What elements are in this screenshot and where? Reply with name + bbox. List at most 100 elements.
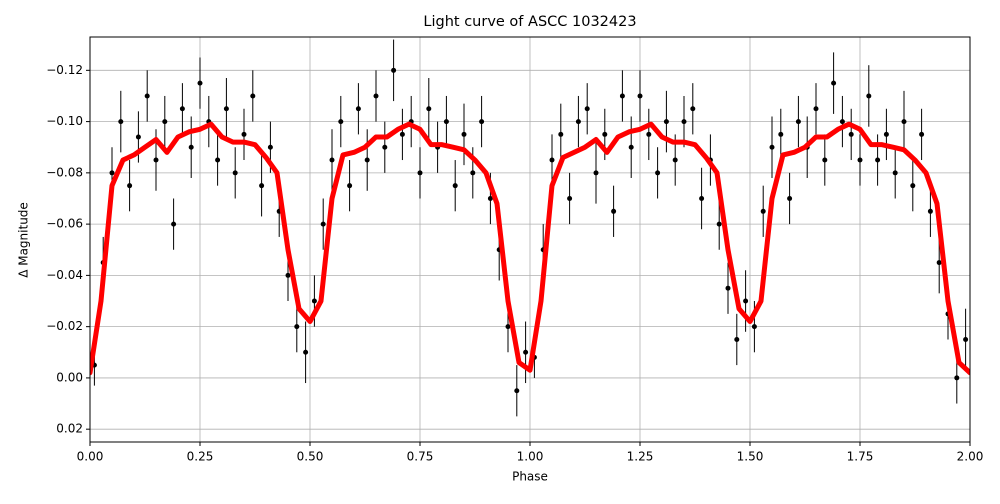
data-point	[487, 195, 493, 201]
data-point	[426, 106, 432, 112]
data-point	[470, 170, 476, 176]
data-point	[883, 131, 889, 137]
data-point	[831, 80, 837, 86]
x-tick-label: 1.75	[847, 450, 874, 464]
data-point	[109, 170, 115, 176]
y-tick-label: 0.00	[56, 370, 83, 384]
y-tick-label: −0.12	[46, 63, 83, 77]
data-point	[373, 93, 379, 99]
data-point	[760, 208, 766, 214]
x-tick-label: 0.50	[297, 450, 324, 464]
data-point	[250, 93, 256, 99]
data-point	[927, 208, 933, 214]
data-point	[355, 106, 361, 112]
data-point	[382, 144, 388, 150]
axes-frame	[89, 36, 971, 443]
curve-line	[90, 121, 970, 376]
data-point	[417, 170, 423, 176]
data-point	[135, 134, 141, 140]
data-point	[223, 106, 229, 112]
y-tick-label: −0.02	[46, 319, 83, 333]
data-point	[171, 221, 177, 227]
data-point	[602, 131, 608, 137]
data-point	[303, 349, 309, 355]
data-point	[523, 349, 529, 355]
y-axis-label: Δ Magnitude	[17, 202, 31, 278]
chart-title: Light curve of ASCC 1032423	[423, 14, 636, 30]
data-point	[338, 119, 344, 125]
data-point	[910, 183, 916, 189]
data-point	[514, 388, 520, 394]
data-point	[672, 157, 678, 163]
data-point	[848, 131, 854, 137]
data-point	[936, 260, 942, 266]
data-point	[179, 106, 185, 112]
data-point	[646, 131, 652, 137]
data-point	[118, 119, 124, 125]
data-point	[162, 119, 168, 125]
data-point	[364, 157, 370, 163]
data-point	[153, 157, 159, 163]
data-point	[743, 298, 749, 304]
data-point	[619, 93, 625, 99]
x-tick-label: 0.75	[407, 450, 434, 464]
data-point	[734, 336, 740, 342]
data-point	[320, 221, 326, 227]
data-point	[311, 298, 317, 304]
data-point	[822, 157, 828, 163]
data-point	[461, 131, 467, 137]
x-axis-label: Phase	[512, 470, 548, 484]
data-point	[197, 80, 203, 86]
data-point	[593, 170, 599, 176]
y-tick-label: 0.02	[56, 422, 83, 436]
data-point	[479, 119, 485, 125]
data-point	[575, 119, 581, 125]
data-point	[188, 144, 194, 150]
data-point	[505, 324, 511, 330]
data-point	[919, 131, 925, 137]
data-point	[769, 144, 775, 150]
y-tick-label: −0.06	[46, 217, 83, 231]
data-point	[567, 195, 573, 201]
data-point	[637, 93, 643, 99]
y-tick-label: −0.04	[46, 268, 83, 282]
data-point	[294, 324, 300, 330]
data-point	[259, 183, 265, 189]
data-point	[452, 183, 458, 189]
data-point	[399, 131, 405, 137]
data-point	[778, 131, 784, 137]
data-point	[725, 285, 731, 291]
y-tick-label: −0.10	[46, 114, 83, 128]
x-tick-label: 1.50	[737, 450, 764, 464]
data-point	[285, 272, 291, 278]
data-point	[963, 336, 969, 342]
x-tick-label: 0.25	[187, 450, 214, 464]
data-point	[127, 183, 133, 189]
data-point	[584, 106, 590, 112]
data-point	[892, 170, 898, 176]
data-point	[267, 144, 273, 150]
data-point	[857, 157, 863, 163]
data-point	[241, 131, 247, 137]
data-point	[558, 131, 564, 137]
data-point	[144, 93, 150, 99]
data-point	[611, 208, 617, 214]
x-tick-label: 2.00	[957, 450, 984, 464]
data-point	[901, 119, 907, 125]
data-point	[839, 119, 845, 125]
data-point	[699, 195, 705, 201]
data-point	[716, 221, 722, 227]
data-point	[866, 93, 872, 99]
data-point	[628, 144, 634, 150]
x-tick-label: 1.25	[627, 450, 654, 464]
data-point	[663, 119, 669, 125]
data-point	[232, 170, 238, 176]
data-point	[813, 106, 819, 112]
data-point	[795, 119, 801, 125]
data-point	[681, 119, 687, 125]
data-point	[954, 375, 960, 381]
data-point	[443, 119, 449, 125]
data-point	[329, 157, 335, 163]
